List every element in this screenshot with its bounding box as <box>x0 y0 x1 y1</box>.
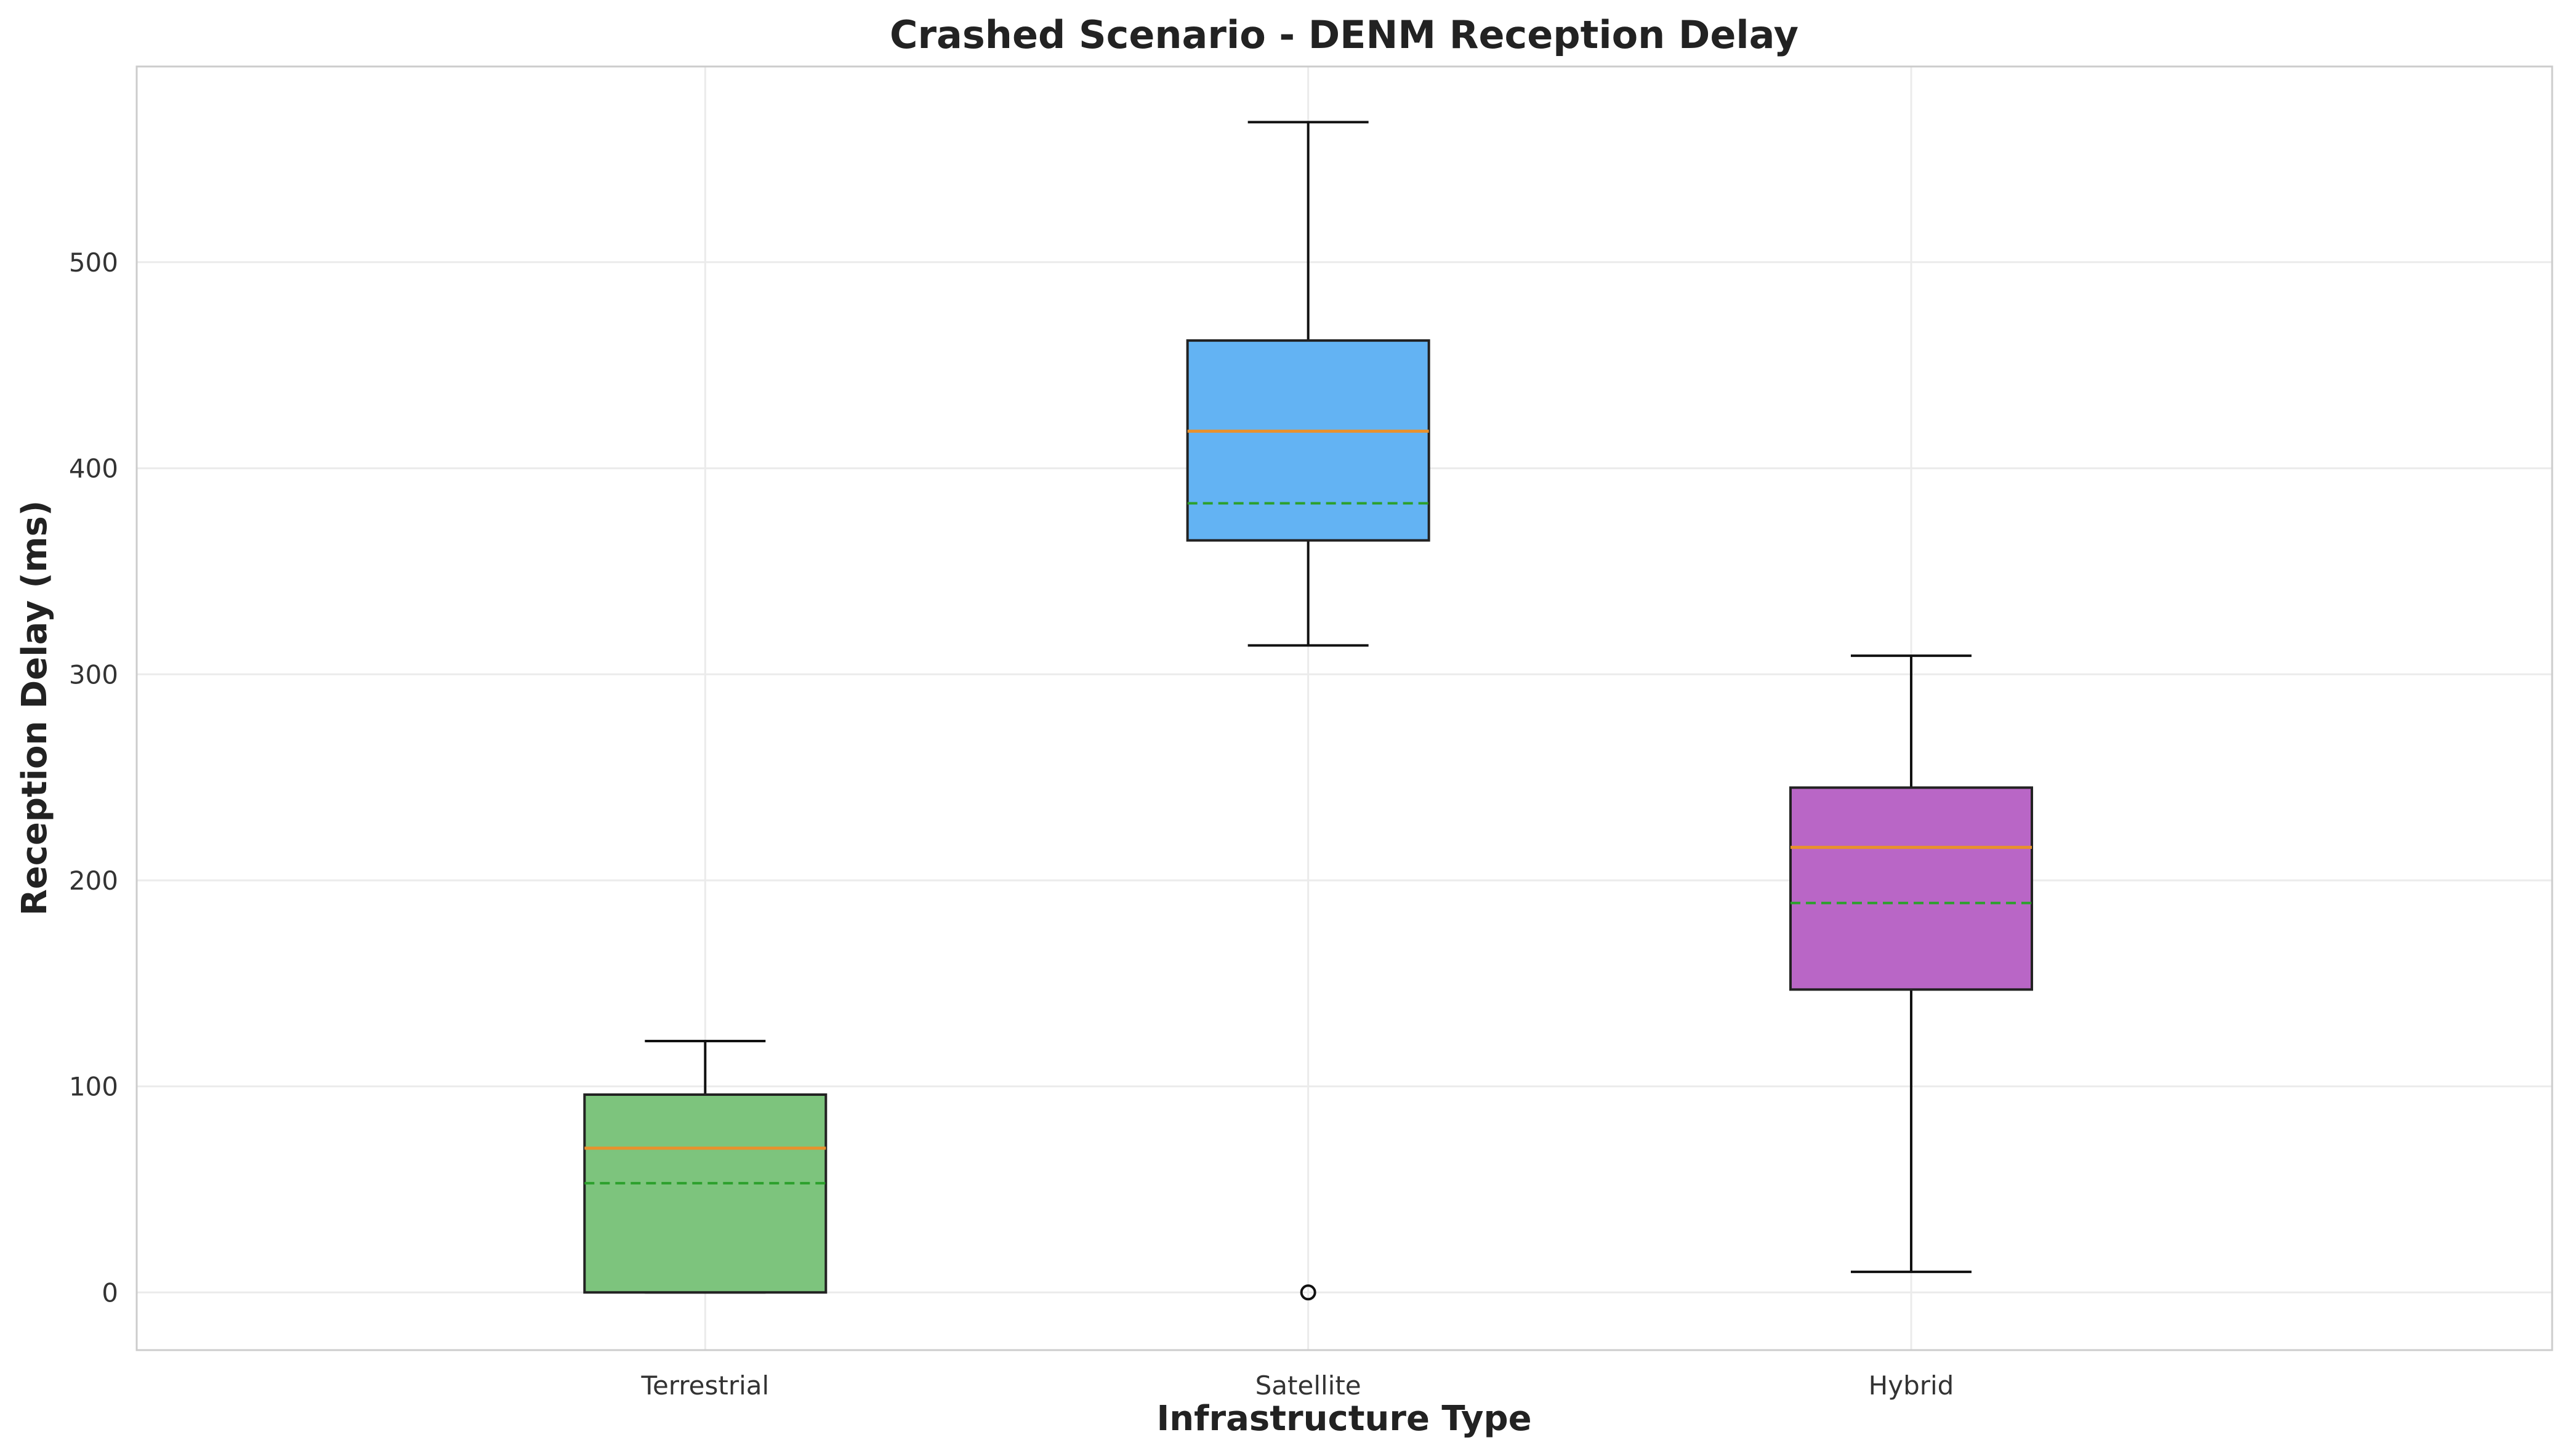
y-tick-label: 0 <box>102 1277 118 1308</box>
y-tick-label: 100 <box>69 1072 118 1102</box>
x-axis-label: Infrastructure Type <box>1156 1399 1531 1439</box>
x-tick-labels: Terrestrial Satellite Hybrid <box>640 1370 1954 1401</box>
x-tick-label: Satellite <box>1255 1370 1361 1401</box>
plot-area-frame <box>135 65 2553 1351</box>
y-tick-label: 400 <box>69 454 118 484</box>
y-tick-label: 200 <box>69 866 118 896</box>
box-hybrid <box>1789 786 2033 991</box>
y-tick-label: 500 <box>69 247 118 278</box>
x-tick-label: Terrestrial <box>640 1370 769 1401</box>
y-tick-labels: 0 100 200 300 400 500 <box>69 247 118 1308</box>
box-terrestrial <box>583 1093 828 1294</box>
chart-title: Crashed Scenario - DENM Reception Delay <box>890 12 1799 57</box>
y-tick-label: 300 <box>69 659 118 690</box>
grid-lines <box>137 66 2552 1350</box>
boxes-group <box>583 121 2033 1301</box>
x-tick-label: Hybrid <box>1869 1370 1954 1401</box>
box-satellite <box>1186 339 1430 542</box>
y-axis-label: Reception Delay (ms) <box>15 501 55 916</box>
outlier-point <box>1300 1284 1316 1301</box>
